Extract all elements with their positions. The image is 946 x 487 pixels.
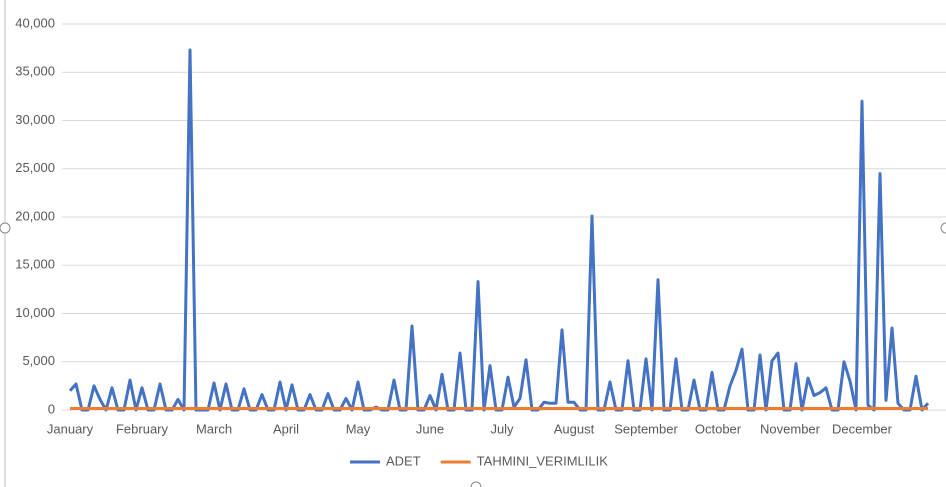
legend-label: ADET bbox=[386, 453, 421, 468]
y-tick-label: 40,000 bbox=[15, 15, 55, 30]
data-line bbox=[68, 48, 930, 412]
x-tick-label: September bbox=[614, 421, 678, 436]
x-tick-label: July bbox=[490, 421, 514, 436]
x-tick-label: April bbox=[273, 421, 299, 436]
y-tick-label: 30,000 bbox=[15, 112, 55, 127]
resize-handle bbox=[0, 222, 11, 234]
y-tick-label: 15,000 bbox=[15, 257, 55, 272]
y-tick-label: 35,000 bbox=[15, 64, 55, 79]
y-tick-label: 0 bbox=[48, 401, 55, 416]
y-tick-label: 20,000 bbox=[15, 208, 55, 223]
x-tick-label: June bbox=[416, 421, 444, 436]
x-tick-label: January bbox=[47, 421, 94, 436]
x-tick-label: November bbox=[760, 421, 821, 436]
y-tick-label: 25,000 bbox=[15, 160, 55, 175]
x-tick-label: May bbox=[346, 421, 371, 436]
y-tick-label: 5,000 bbox=[22, 353, 55, 368]
y-tick-label: 10,000 bbox=[15, 305, 55, 320]
x-tick-label: October bbox=[695, 421, 742, 436]
x-tick-label: February bbox=[116, 421, 169, 436]
x-tick-label: August bbox=[554, 421, 595, 436]
x-tick-label: December bbox=[832, 421, 893, 436]
resize-handle bbox=[470, 481, 482, 487]
legend-label: TAHMINI_VERIMLILIK bbox=[477, 453, 609, 468]
resize-handle bbox=[940, 222, 946, 234]
x-tick-label: March bbox=[196, 421, 232, 436]
